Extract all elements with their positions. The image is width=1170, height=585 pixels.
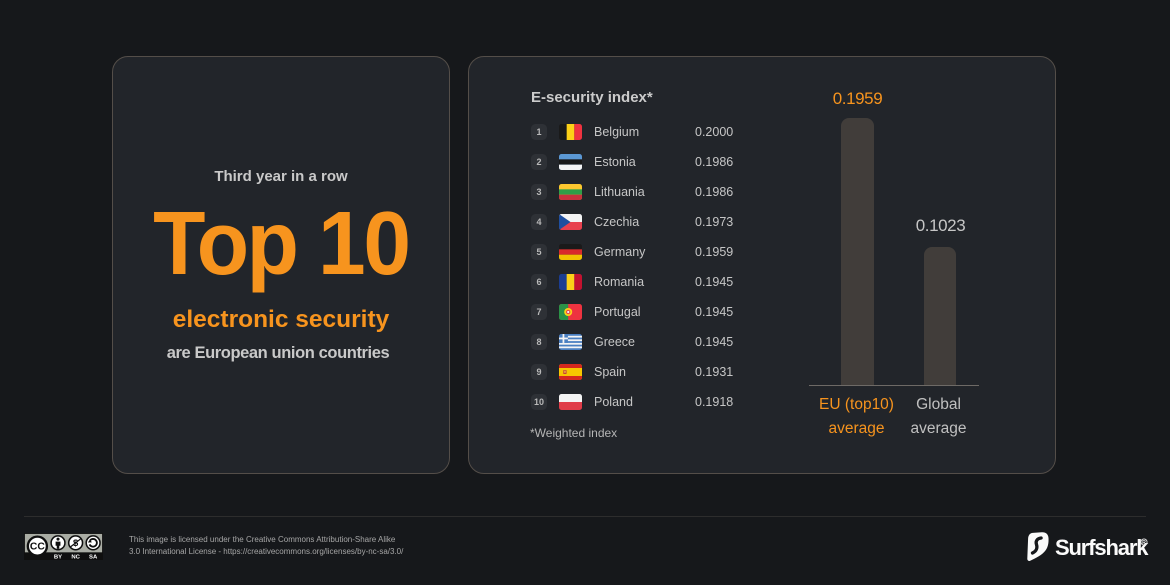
svg-text:NC: NC	[71, 554, 80, 560]
svg-text:R: R	[1142, 540, 1146, 546]
svg-text:BY: BY	[54, 554, 62, 560]
svg-text:SA: SA	[89, 554, 98, 560]
svg-text:CC: CC	[30, 542, 45, 553]
